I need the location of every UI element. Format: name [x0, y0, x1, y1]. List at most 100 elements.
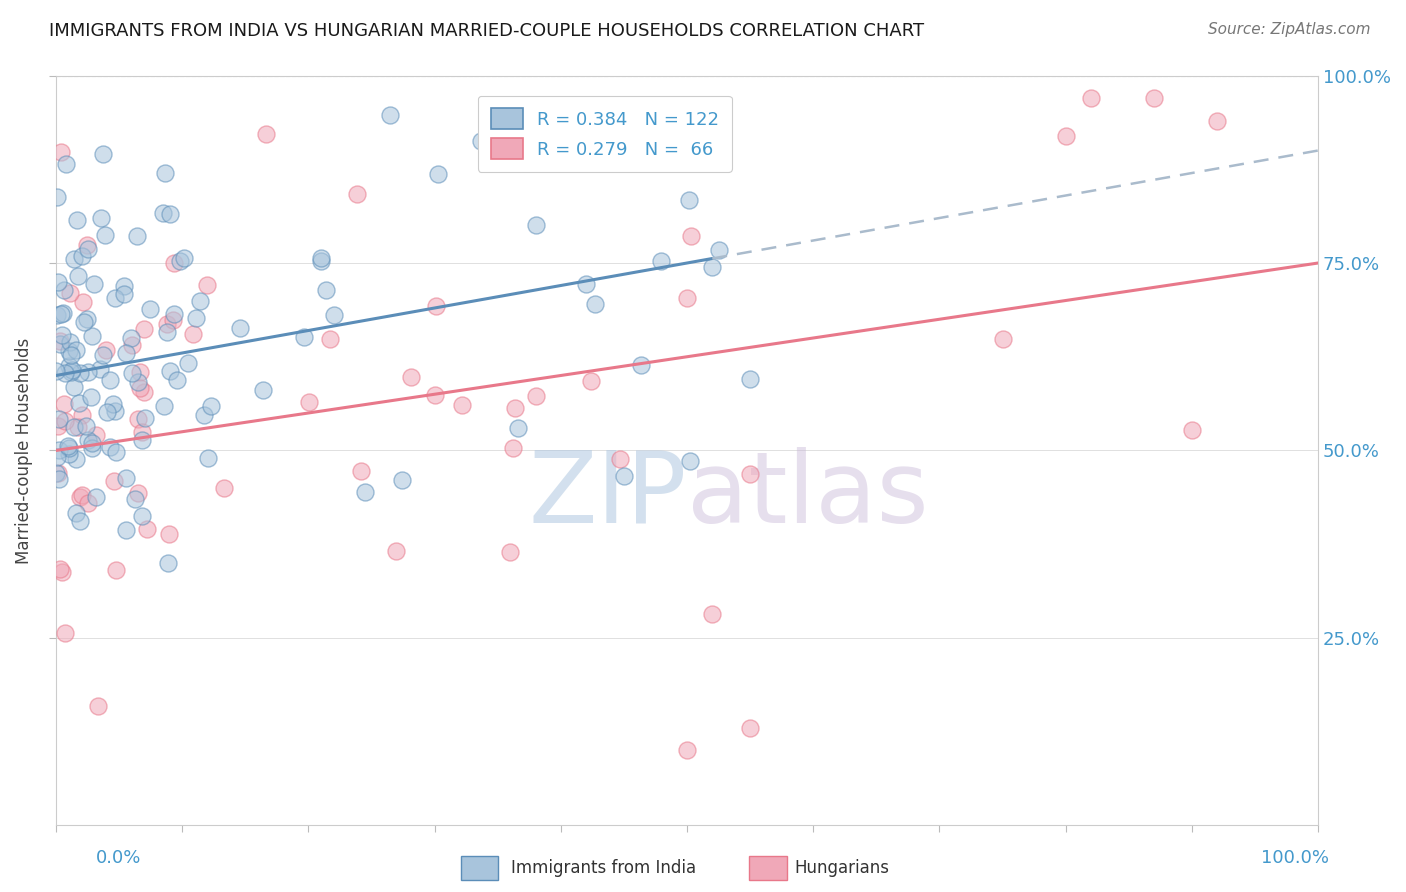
- Point: [76, 433, 98, 447]
- Text: atlas: atlas: [688, 447, 928, 544]
- Point: [134, 411, 156, 425]
- Point: [1206, 113, 1229, 128]
- Point: [66, 213, 89, 227]
- Point: [353, 484, 375, 499]
- Point: [159, 207, 181, 221]
- Point: [650, 254, 672, 268]
- Point: [350, 464, 373, 478]
- Point: [702, 607, 724, 621]
- Point: [131, 434, 153, 448]
- Point: [346, 186, 368, 201]
- Point: [679, 454, 702, 468]
- Point: [59, 285, 82, 300]
- Point: [579, 374, 602, 388]
- Point: [254, 127, 277, 141]
- Point: [46, 275, 69, 289]
- Point: [103, 404, 125, 418]
- Point: [69, 366, 91, 380]
- Point: [59, 348, 82, 362]
- Point: [98, 373, 121, 387]
- Point: [292, 329, 315, 343]
- Point: [676, 743, 699, 757]
- Point: [188, 294, 211, 309]
- Point: [69, 490, 91, 504]
- Point: [425, 299, 447, 313]
- Point: [675, 291, 697, 305]
- Point: [128, 381, 150, 395]
- Point: [502, 441, 524, 455]
- Point: [59, 334, 82, 349]
- Point: [69, 514, 91, 528]
- Point: [423, 388, 446, 402]
- Point: [77, 242, 100, 256]
- Point: [105, 563, 128, 577]
- Point: [84, 428, 107, 442]
- Legend: R = 0.384   N = 122, R = 0.279   N =  66: R = 0.384 N = 122, R = 0.279 N = 66: [478, 95, 733, 172]
- Point: [378, 108, 401, 122]
- Point: [49, 307, 72, 321]
- Point: [90, 211, 112, 225]
- Point: [121, 338, 143, 352]
- Point: [55, 157, 77, 171]
- Point: [58, 343, 80, 358]
- Point: [62, 420, 84, 434]
- Point: [506, 421, 529, 435]
- Point: [49, 337, 72, 351]
- Point: [613, 468, 636, 483]
- Point: [524, 218, 547, 232]
- Point: [89, 362, 111, 376]
- Point: [391, 473, 413, 487]
- Point: [48, 443, 70, 458]
- Point: [75, 419, 97, 434]
- Point: [1054, 128, 1077, 143]
- Point: [53, 367, 76, 381]
- Point: [70, 249, 93, 263]
- Point: [96, 405, 118, 419]
- Point: [98, 440, 121, 454]
- FancyBboxPatch shape: [461, 856, 498, 880]
- Point: [470, 134, 492, 148]
- Point: [115, 346, 138, 360]
- Point: [1181, 423, 1204, 437]
- Point: [114, 523, 136, 537]
- Text: Source: ZipAtlas.com: Source: ZipAtlas.com: [1208, 22, 1371, 37]
- Point: [129, 365, 152, 379]
- Point: [115, 471, 138, 485]
- Point: [195, 278, 218, 293]
- Point: [60, 363, 83, 377]
- Point: [56, 439, 79, 453]
- Point: [575, 277, 598, 292]
- Point: [80, 436, 103, 450]
- Point: [80, 328, 103, 343]
- Point: [48, 472, 70, 486]
- Point: [1080, 91, 1102, 105]
- Point: [104, 445, 127, 459]
- Point: [181, 327, 204, 342]
- Text: Hungarians: Hungarians: [794, 859, 890, 877]
- Point: [104, 291, 127, 305]
- Point: [58, 359, 80, 373]
- Point: [49, 334, 72, 349]
- Point: [707, 103, 730, 118]
- Point: [134, 385, 156, 400]
- Point: [96, 343, 118, 357]
- Point: [156, 318, 179, 332]
- Point: [49, 562, 72, 576]
- Point: [678, 193, 700, 207]
- Point: [630, 359, 652, 373]
- Point: [82, 441, 104, 455]
- Point: [681, 228, 703, 243]
- Point: [156, 325, 179, 339]
- Point: [65, 506, 87, 520]
- Point: [503, 401, 526, 416]
- Point: [186, 311, 208, 326]
- Point: [103, 397, 125, 411]
- Point: [77, 496, 100, 510]
- Point: [84, 490, 107, 504]
- Point: [740, 467, 762, 481]
- Point: [53, 284, 76, 298]
- Point: [58, 441, 80, 455]
- Point: [399, 370, 422, 384]
- Point: [197, 451, 219, 466]
- Point: [121, 366, 143, 380]
